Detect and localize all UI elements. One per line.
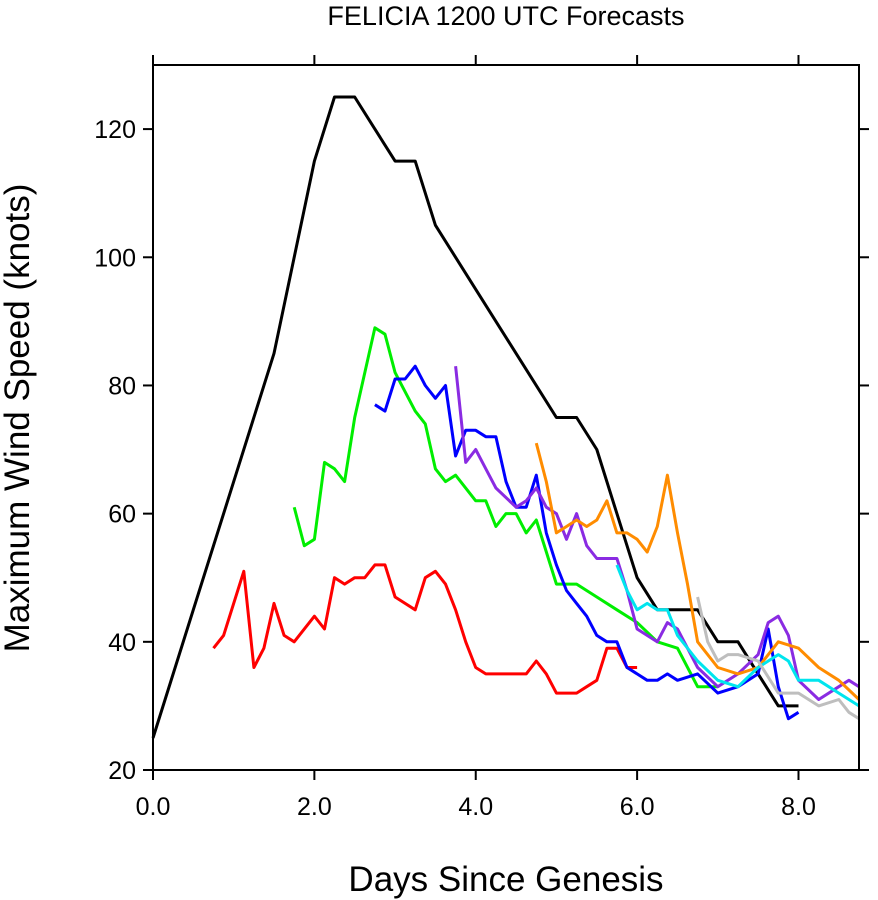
series-lines xyxy=(151,95,861,739)
series-line-7 xyxy=(615,564,860,708)
x-tick-label: 0.0 xyxy=(136,793,171,821)
chart-title: FELICIA 1200 UTC Forecasts xyxy=(327,1,684,31)
axis-ticks: 0.0 2.0 4.0 6.0 8.0 20 40 60 80 100 120 xyxy=(94,55,869,821)
x-tick-label: 4.0 xyxy=(458,793,493,821)
x-axis-label: Days Since Genesis xyxy=(348,860,663,899)
x-tick-label: 6.0 xyxy=(620,793,655,821)
y-tick-label: 20 xyxy=(108,757,136,785)
y-tick-label: 60 xyxy=(108,501,136,529)
y-tick-label: 80 xyxy=(108,372,136,400)
y-tick-label: 100 xyxy=(94,244,136,272)
series-line-1 xyxy=(151,95,799,739)
series-line-4 xyxy=(374,364,800,721)
series-line-8 xyxy=(696,596,860,720)
y-tick-label: 120 xyxy=(94,116,136,144)
x-tick-label: 2.0 xyxy=(297,793,332,821)
series-line-6 xyxy=(534,442,861,701)
y-axis-label: Maximum Wind Speed (knots) xyxy=(0,184,37,653)
series-line-3 xyxy=(292,326,718,689)
series-line-5 xyxy=(454,366,860,701)
plot-frame xyxy=(152,64,860,771)
x-tick-label: 8.0 xyxy=(781,793,816,821)
series-line-2 xyxy=(212,563,638,695)
y-tick-label: 40 xyxy=(108,629,136,657)
